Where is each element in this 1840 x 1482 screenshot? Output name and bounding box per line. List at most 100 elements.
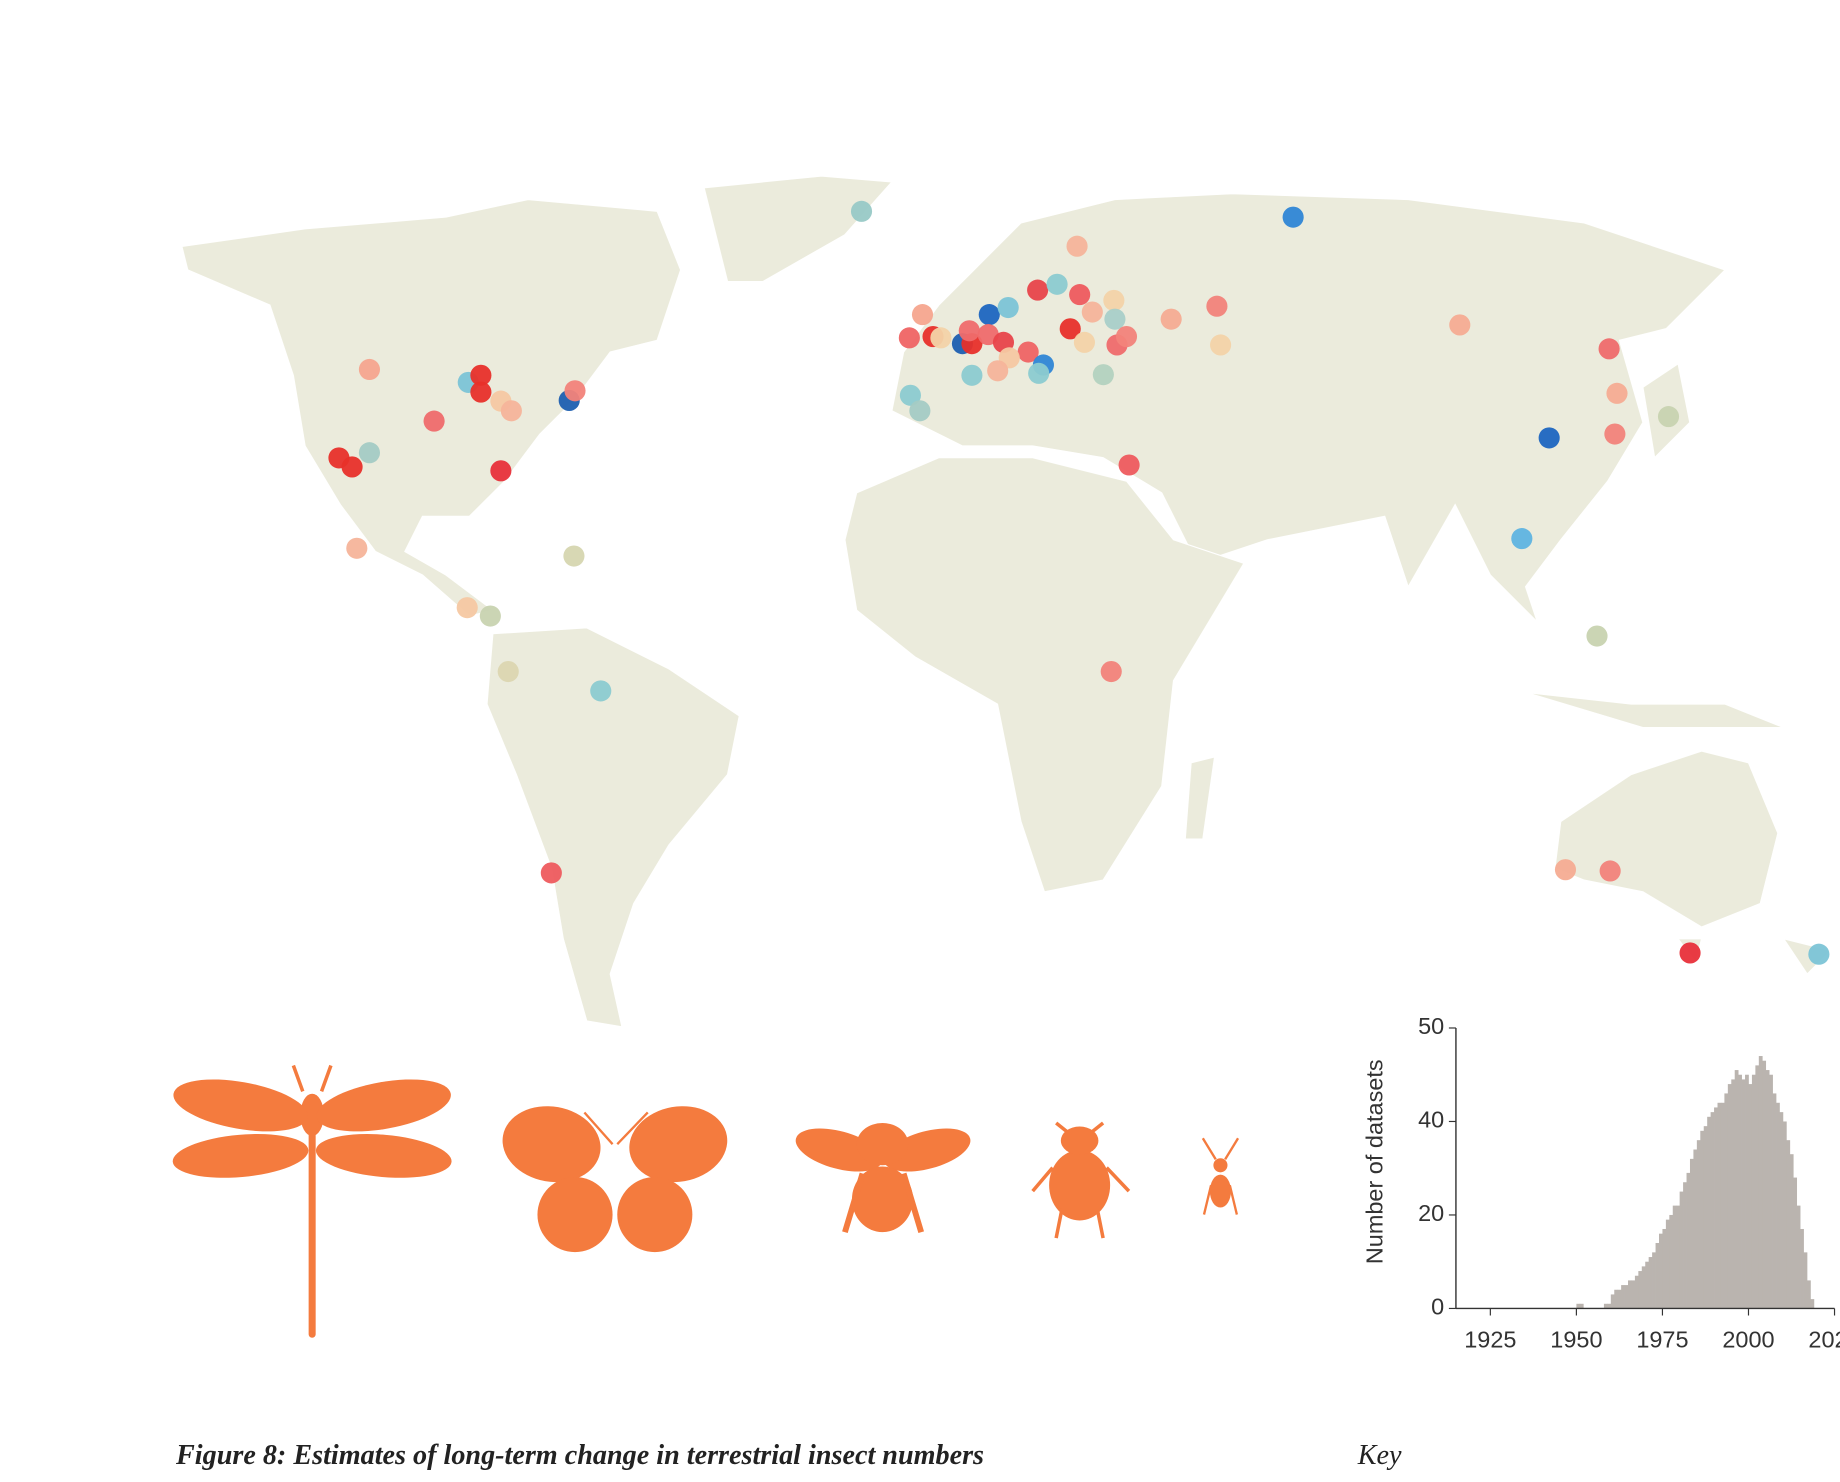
map-point xyxy=(1081,301,1103,323)
histogram-bar xyxy=(1683,1182,1687,1309)
map-point xyxy=(497,660,519,683)
x-tick-label: 1950 xyxy=(1550,1327,1602,1353)
map-point xyxy=(346,537,368,559)
histogram-bar xyxy=(1628,1280,1632,1309)
histogram-bar xyxy=(1696,1140,1701,1309)
histogram-bar xyxy=(1676,1205,1681,1309)
south-america xyxy=(486,627,740,1028)
map-point xyxy=(1511,528,1533,550)
histogram-bar xyxy=(1762,1060,1767,1309)
histogram-bar xyxy=(1789,1154,1794,1309)
map-point xyxy=(899,384,921,406)
histogram-bar xyxy=(1648,1257,1653,1309)
small-bug xyxy=(1201,1137,1240,1215)
figure-title: Figure 8: Estimates of long-term change … xyxy=(175,1440,984,1471)
histogram-bar xyxy=(1634,1275,1639,1309)
histogram-bar xyxy=(1689,1158,1694,1309)
histogram-bar xyxy=(1707,1116,1711,1309)
histogram-bar xyxy=(1776,1102,1780,1309)
histogram-bar xyxy=(1665,1219,1670,1309)
map-point xyxy=(564,380,586,402)
histogram-bar xyxy=(1748,1084,1753,1309)
histogram-bar xyxy=(1738,1074,1742,1309)
map-point xyxy=(1606,382,1628,404)
map-point xyxy=(423,410,445,432)
beetle xyxy=(1031,1121,1131,1239)
x-tick-label: 1925 xyxy=(1464,1327,1516,1353)
histogram-bar xyxy=(1652,1252,1656,1309)
butterfly xyxy=(502,1106,728,1253)
y-tick-label: 40 xyxy=(1418,1107,1444,1133)
map-point xyxy=(1115,325,1138,348)
map-point xyxy=(1808,943,1830,965)
histogram: Number of datasets 0 20 40 50 1925 1950 1975 20… xyxy=(1361,1013,1840,1352)
map-point xyxy=(358,358,380,381)
x-tick-label: 1975 xyxy=(1636,1327,1688,1353)
y-tick-label: 20 xyxy=(1418,1200,1444,1226)
histogram-bar xyxy=(1579,1303,1584,1309)
histogram-bar xyxy=(1786,1140,1791,1309)
map-point xyxy=(500,400,522,422)
eurasia xyxy=(891,193,1727,623)
histogram-bar xyxy=(1803,1252,1808,1309)
madagascar xyxy=(1184,756,1216,840)
histogram-bar xyxy=(1782,1121,1787,1309)
map-point xyxy=(590,680,612,702)
indonesia xyxy=(1525,691,1784,729)
map-point xyxy=(490,460,512,482)
histogram-bar xyxy=(1621,1285,1625,1309)
map-point xyxy=(1118,454,1140,476)
map-point xyxy=(1657,406,1680,428)
histogram-bar xyxy=(1703,1126,1708,1309)
figure-content: Number of datasets 0 20 40 50 1925 1950 1975 20… xyxy=(172,175,1840,1471)
histogram-bar xyxy=(1745,1074,1749,1309)
histogram-bar xyxy=(1751,1074,1756,1309)
greenland xyxy=(703,175,894,283)
map-point xyxy=(1028,362,1050,384)
map-point xyxy=(479,605,501,627)
africa xyxy=(844,457,1245,893)
map-point xyxy=(1554,859,1577,881)
map-point xyxy=(987,360,1009,382)
map-point xyxy=(1449,314,1471,336)
histogram-bar xyxy=(1765,1070,1770,1309)
map-point xyxy=(1210,334,1232,356)
histogram-bar xyxy=(1800,1228,1804,1309)
histogram-bar xyxy=(1720,1102,1725,1309)
australia xyxy=(1554,750,1779,928)
map-point xyxy=(1586,625,1608,647)
map-point xyxy=(978,304,1000,326)
map-point xyxy=(341,456,363,478)
map-point xyxy=(1017,341,1039,363)
map-point xyxy=(909,400,931,422)
histogram-bar xyxy=(1624,1285,1629,1309)
histogram-bar xyxy=(1617,1289,1622,1309)
map-point xyxy=(1598,338,1620,360)
y-tick-label: 0 xyxy=(1431,1294,1444,1320)
map-point xyxy=(540,862,562,884)
map-point xyxy=(997,296,1019,319)
map-point xyxy=(563,545,585,567)
map-point xyxy=(898,327,920,349)
map-point xyxy=(1538,427,1560,449)
map-point xyxy=(1604,423,1626,445)
north-america xyxy=(181,198,682,617)
histogram-bar xyxy=(1610,1294,1615,1309)
map-point xyxy=(358,442,380,464)
histogram-bar xyxy=(1724,1093,1729,1309)
map-point xyxy=(1679,942,1701,964)
world-map xyxy=(181,175,1832,1028)
histogram-bar xyxy=(1638,1271,1643,1309)
map-point xyxy=(1103,289,1125,311)
map-point xyxy=(1599,860,1621,882)
histogram-bar xyxy=(1700,1130,1705,1309)
map-point xyxy=(850,200,873,222)
map-point xyxy=(1104,308,1126,330)
x-tick-label: 2025 xyxy=(1808,1327,1840,1353)
map-point xyxy=(930,327,952,349)
histogram-bar xyxy=(1641,1266,1646,1309)
histogram-bar xyxy=(1669,1214,1674,1309)
map-points xyxy=(328,200,1830,965)
histogram-bar xyxy=(1614,1289,1619,1309)
